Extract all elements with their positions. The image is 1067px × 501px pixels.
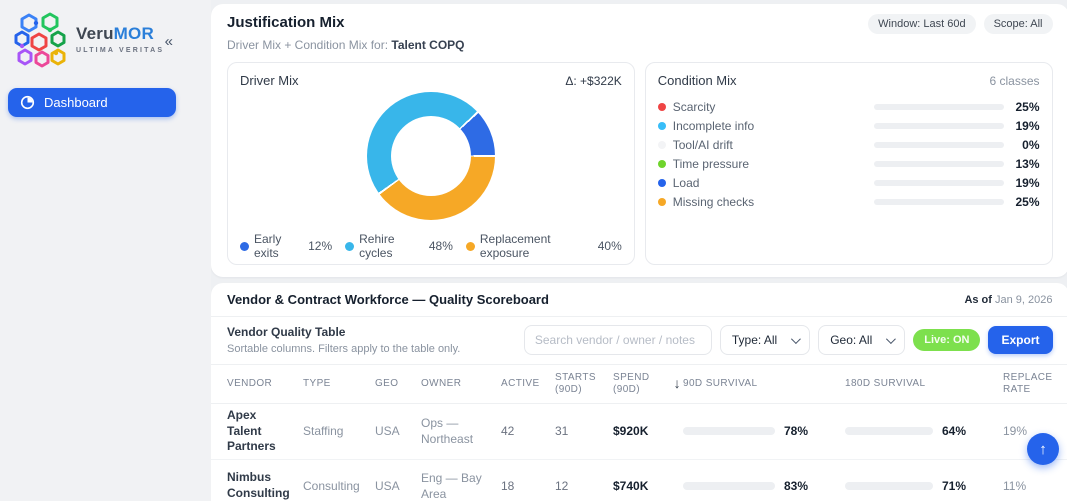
column-header-active[interactable]: ACTIVE xyxy=(501,377,540,389)
condition-bar xyxy=(873,198,1004,205)
brand-tagline: ULTIMA VERITAS xyxy=(76,47,165,54)
type-filter-select[interactable]: Type: All xyxy=(719,325,811,355)
condition-dot xyxy=(657,197,666,206)
driver-mix-title: Driver Mix xyxy=(240,73,299,88)
90d-survival-bar: 83% xyxy=(683,479,843,493)
condition-dot xyxy=(657,159,666,168)
geo-filter-select[interactable]: Geo: All xyxy=(818,325,906,355)
column-header-spend[interactable]: SPEND (90D) ↓ xyxy=(613,371,681,396)
condition-dot xyxy=(657,178,666,187)
column-header-90d-survival[interactable]: 90D SURVIVAL xyxy=(683,377,758,389)
arrow-up-icon: ↑ xyxy=(1039,440,1047,458)
table-row[interactable]: Apex Talent Partners Staffing USA Ops — … xyxy=(211,404,1067,460)
column-header-vendor[interactable]: VENDOR xyxy=(227,377,273,389)
condition-row: Scarcity 25% xyxy=(657,97,1040,116)
scope-badge[interactable]: Scope: All xyxy=(983,14,1053,34)
table-subtitle: Sortable columns. Filters apply to the t… xyxy=(227,343,461,355)
window-badge[interactable]: Window: Last 60d xyxy=(868,14,976,34)
legend-dot xyxy=(240,241,249,251)
sidebar: VeruMOR ULTIMA VERITAS « Dashboard xyxy=(0,0,211,501)
condition-bar xyxy=(873,103,1004,110)
condition-dot xyxy=(657,121,666,130)
condition-bar xyxy=(873,160,1004,167)
justification-subtitle: Driver Mix + Condition Mix for: Talent C… xyxy=(227,38,465,52)
condition-row: Load 19% xyxy=(657,173,1040,192)
condition-row: Missing checks 25% xyxy=(657,192,1040,211)
brain-logo-icon xyxy=(14,12,66,68)
condition-mix-count: 6 classes xyxy=(989,73,1040,88)
brand-text: VeruMOR ULTIMA VERITAS xyxy=(76,24,164,54)
condition-mix-card: Condition Mix 6 classes Scarcity 25% Inc… xyxy=(644,62,1053,265)
180d-survival-bar: 71% xyxy=(845,479,1001,493)
condition-row: Tool/AI drift 0% xyxy=(657,135,1040,154)
legend-dot xyxy=(345,241,355,251)
driver-mix-donut-chart xyxy=(366,92,495,220)
justification-title: Justification Mix xyxy=(227,14,345,31)
condition-bar xyxy=(873,141,1004,148)
table-title: Vendor Quality Table xyxy=(227,325,346,339)
legend-item: Replacement exposure 40% xyxy=(465,232,622,260)
column-header-replace-rate[interactable]: REPLACE RATE xyxy=(1003,371,1053,396)
legend-item: Rehire cycles 48% xyxy=(345,232,453,260)
column-header-owner[interactable]: OWNER xyxy=(421,377,462,389)
pie-chart-icon xyxy=(20,95,35,110)
condition-row: Time pressure 13% xyxy=(657,154,1040,173)
90d-survival-bar: 78% xyxy=(683,424,843,438)
legend-dot xyxy=(465,241,475,251)
driver-mix-card: Driver Mix Δ: +$322K Early exits 12% Rehi… xyxy=(227,62,635,265)
justification-mix-card: Justification Mix Driver Mix + Condition… xyxy=(211,4,1067,277)
sidebar-item-label: Dashboard xyxy=(44,95,108,110)
legend-item: Early exits 12% xyxy=(240,232,332,260)
table-toolbar: Vendor Quality Table Sortable columns. F… xyxy=(211,317,1067,364)
brand: VeruMOR ULTIMA VERITAS xyxy=(8,10,203,68)
driver-mix-delta: Δ: +$322K xyxy=(565,73,622,88)
chevron-down-icon xyxy=(791,333,802,344)
driver-mix-legend: Early exits 12% Rehire cycles 48% Replacem… xyxy=(240,232,622,260)
main-content: Justification Mix Driver Mix + Condition… xyxy=(211,0,1067,501)
condition-mix-title: Condition Mix xyxy=(657,73,737,88)
scoreboard-title: Vendor & Contract Workforce — Quality Sc… xyxy=(227,292,549,307)
search-input[interactable] xyxy=(523,325,712,355)
sidebar-collapse-icon[interactable]: « xyxy=(164,33,173,50)
column-header-geo[interactable]: GEO xyxy=(375,377,399,389)
column-header-type[interactable]: TYPE xyxy=(303,377,331,389)
column-header-starts[interactable]: STARTS (90D) xyxy=(555,371,596,396)
table-header-row: VENDOR TYPE GEO OWNER ACTIVE STARTS (90D… xyxy=(211,364,1067,404)
condition-row: Incomplete info 19% xyxy=(657,116,1040,135)
vendor-quality-table: VENDOR TYPE GEO OWNER ACTIVE STARTS (90D… xyxy=(211,364,1067,501)
brand-name: VeruMOR xyxy=(76,24,154,43)
as-of-label: As of Jan 9, 2026 xyxy=(964,293,1053,306)
sort-desc-icon[interactable]: ↓ xyxy=(673,375,681,392)
condition-bar xyxy=(873,122,1004,129)
column-header-180d-survival[interactable]: 180D SURVIVAL xyxy=(845,377,926,389)
condition-bar xyxy=(873,179,1004,186)
condition-dot xyxy=(657,102,666,111)
live-toggle[interactable]: Live: ON xyxy=(913,329,981,351)
sidebar-item-dashboard[interactable]: Dashboard xyxy=(8,88,176,117)
table-row[interactable]: Nimbus Consulting Consulting USA Eng — B… xyxy=(211,460,1067,501)
scoreboard-card: Vendor & Contract Workforce — Quality Sc… xyxy=(211,283,1067,501)
export-button[interactable]: Export xyxy=(988,326,1053,354)
chevron-down-icon xyxy=(886,333,897,344)
scroll-to-top-button[interactable]: ↑ xyxy=(1027,433,1059,465)
180d-survival-bar: 64% xyxy=(845,424,1001,438)
condition-mix-rows: Scarcity 25% Incomplete info 19% Tool/AI… xyxy=(657,97,1040,211)
condition-dot xyxy=(657,140,666,149)
